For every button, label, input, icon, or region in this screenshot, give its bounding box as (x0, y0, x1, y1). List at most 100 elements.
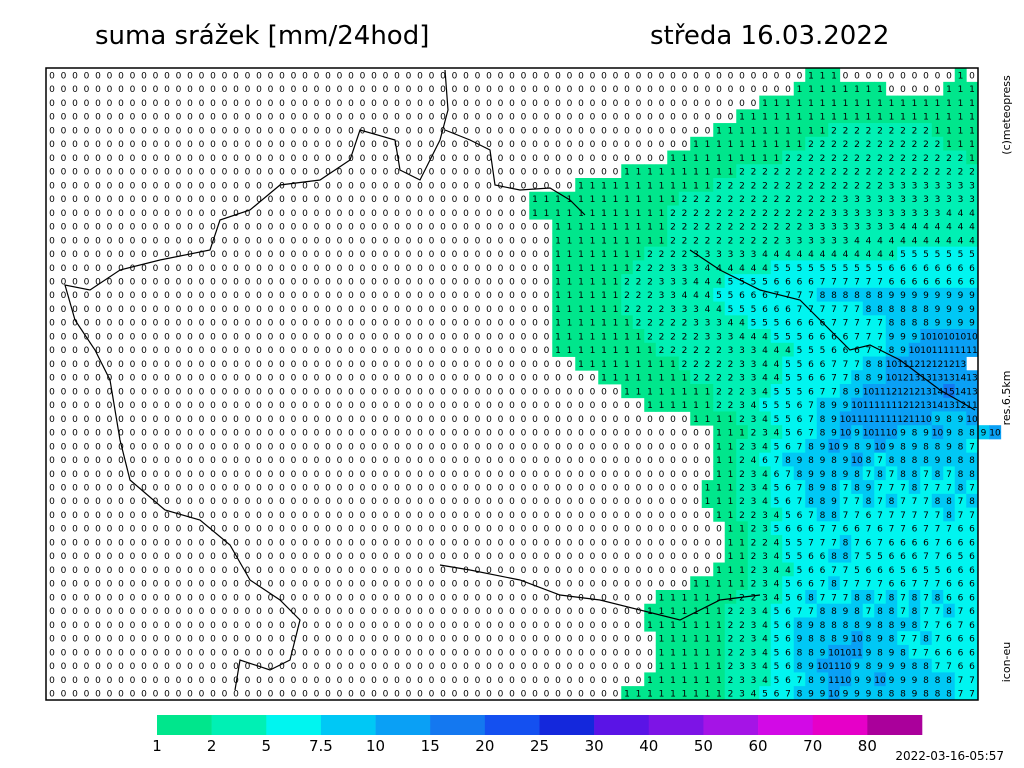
cell-value: 0 (383, 401, 389, 411)
cell-value: 6 (751, 291, 757, 301)
cell-value: 0 (440, 401, 446, 411)
cell-value: 0 (521, 552, 527, 562)
cell-value: 0 (164, 415, 170, 425)
cell-value: 0 (383, 538, 389, 548)
cell-value: 2 (739, 511, 745, 521)
cell-value: 0 (728, 72, 734, 82)
cell-value: 0 (95, 456, 101, 466)
cell-value: 0 (693, 126, 699, 136)
cell-value: 5 (728, 291, 734, 301)
cell-value: 0 (406, 154, 412, 164)
cell-value: 0 (84, 580, 90, 590)
precip-cell (713, 301, 726, 316)
precip-cell (805, 644, 818, 660)
cell-value: 0 (567, 415, 573, 425)
cell-value: 0 (84, 319, 90, 329)
cell-value: 2 (843, 168, 849, 178)
precip-cell (805, 548, 818, 563)
cell-value: 0 (429, 415, 435, 425)
cell-value: 0 (659, 525, 665, 535)
precip-cell (552, 232, 565, 248)
cell-value: 1 (659, 401, 665, 411)
cell-value: 0 (383, 195, 389, 205)
precip-cell (954, 178, 967, 193)
precip-cell (931, 425, 944, 440)
precip-cell (678, 287, 691, 302)
cell-value: 0 (371, 607, 377, 617)
cell-value: 0 (130, 168, 136, 178)
cell-value: 10 (932, 332, 944, 342)
cell-value: 0 (463, 538, 469, 548)
cell-value: 0 (371, 538, 377, 548)
cell-value: 0 (463, 593, 469, 603)
precip-cell (885, 480, 898, 495)
precip-cell (851, 219, 864, 234)
precip-cell (644, 686, 657, 701)
cell-value: 0 (279, 470, 285, 480)
precip-cell (966, 342, 979, 357)
precip-cell (805, 576, 818, 591)
cell-value: 0 (95, 305, 101, 315)
cell-value: 2 (785, 209, 791, 219)
cell-value: 0 (544, 291, 550, 301)
cell-value: 0 (268, 168, 274, 178)
cell-value: 0 (693, 484, 699, 494)
cell-value: 1 (647, 168, 653, 178)
cell-value: 0 (486, 607, 492, 617)
cell-value: 0 (245, 154, 251, 164)
precip-cell (724, 287, 737, 302)
cell-value: 9 (912, 676, 918, 686)
precip-cell (885, 603, 898, 618)
cell-value: 1 (705, 168, 711, 178)
cell-value: 0 (532, 264, 538, 274)
precip-cell (724, 370, 737, 385)
cell-value: 6 (808, 319, 814, 329)
precip-cell (828, 68, 841, 83)
cell-value: 0 (452, 415, 458, 425)
cell-value: 0 (199, 209, 205, 219)
cell-value: 2 (751, 195, 757, 205)
cell-value: 0 (302, 195, 308, 205)
cell-value: 5 (774, 387, 780, 397)
cell-value: 1 (958, 126, 964, 136)
cell-value: 7 (854, 332, 860, 342)
cell-value: 0 (463, 497, 469, 507)
cell-value: 0 (210, 99, 216, 109)
cell-value: 0 (406, 497, 412, 507)
cell-value: 0 (567, 154, 573, 164)
cell-value: 0 (61, 538, 67, 548)
precip-cell (759, 219, 772, 234)
cell-value: 6 (820, 566, 826, 576)
cell-value: 0 (532, 319, 538, 329)
cell-value: 0 (130, 621, 136, 631)
cell-value: 2 (693, 223, 699, 233)
cell-value: 11 (874, 429, 885, 439)
cell-value: 3 (739, 360, 745, 370)
precip-cell (851, 246, 864, 261)
cell-value: 0 (245, 607, 251, 617)
precip-cell (632, 164, 645, 179)
cell-value: 1 (900, 99, 906, 109)
cell-value: 1 (854, 113, 860, 123)
precip-cell (954, 370, 967, 385)
precip-cell (805, 603, 818, 618)
cell-value: 0 (337, 346, 343, 356)
cell-value: 0 (636, 552, 642, 562)
cell-value: 0 (245, 291, 251, 301)
precip-cell (598, 191, 611, 206)
cell-value: 1 (820, 113, 826, 123)
cell-value: 0 (613, 99, 619, 109)
cell-value: 2 (716, 209, 722, 219)
cell-value: 0 (302, 223, 308, 233)
cell-value: 0 (417, 126, 423, 136)
cell-value: 5 (866, 552, 872, 562)
precip-cell (575, 260, 588, 275)
precip-cell (816, 356, 829, 371)
cell-value: 0 (107, 497, 113, 507)
cell-value: 0 (429, 360, 435, 370)
cell-value: 0 (130, 676, 136, 686)
cell-value: 3 (843, 209, 849, 219)
cell-value: 7 (877, 511, 883, 521)
precip-cell (805, 205, 818, 220)
cell-value: 0 (107, 305, 113, 315)
